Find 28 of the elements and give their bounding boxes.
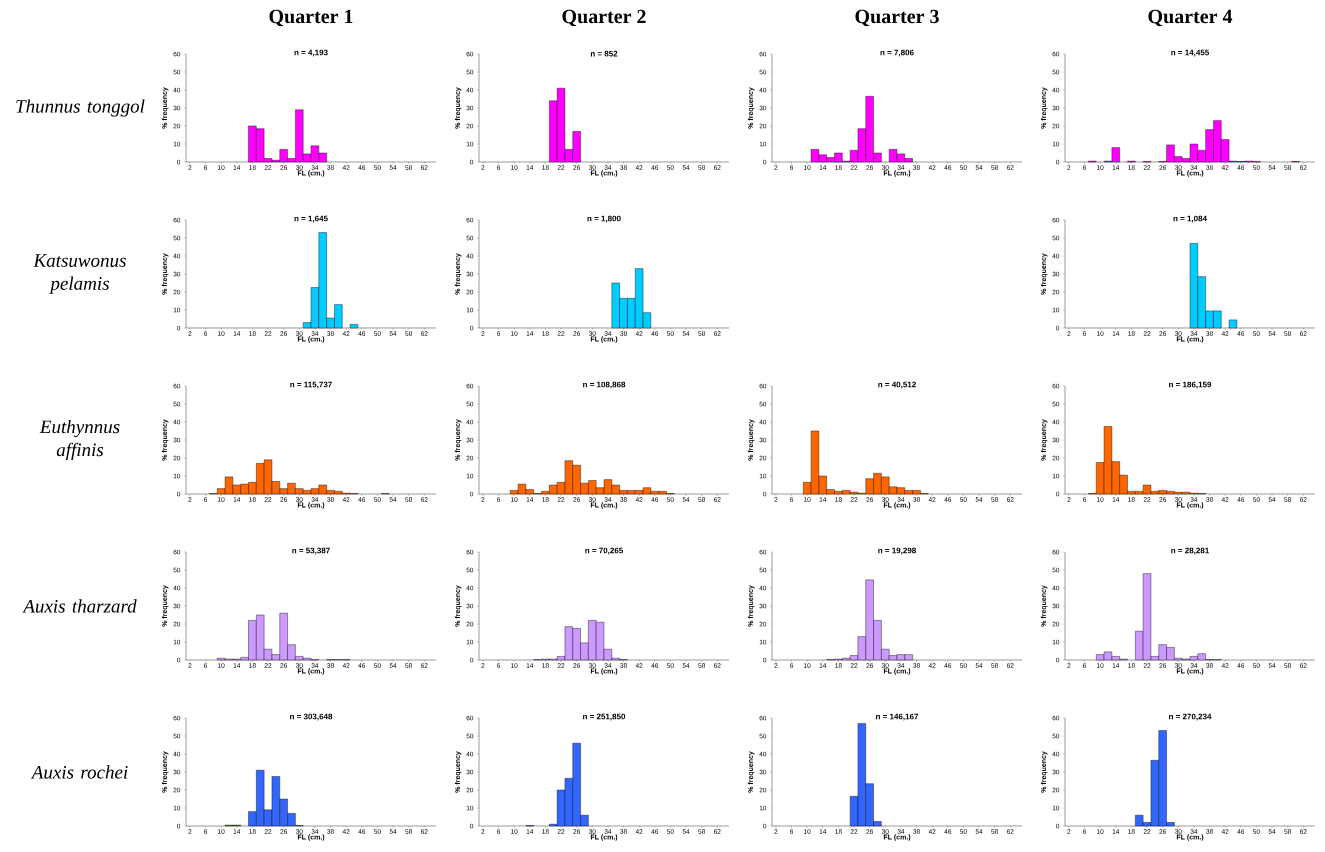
text: Quarter 3 (855, 9, 939, 27)
chart-title: n = 108,868 (583, 381, 626, 389)
chart-title: n = 270,234 (1169, 713, 1212, 721)
chart-title: n = 1,645 (294, 215, 328, 223)
chart-title: n = 852 (590, 50, 618, 57)
text: Auxis tharzard (22, 599, 137, 613)
chart-title: n = 303,648 (290, 713, 333, 721)
text: Auxis rochei (30, 765, 128, 779)
chart-title: n = 40,512 (878, 381, 916, 389)
chart-title: n = 146,167 (876, 713, 919, 721)
chart-title: n = 53,387 (292, 547, 330, 555)
text: Euthynnus affinis (39, 419, 120, 461)
chart-title: n = 70,265 (585, 547, 624, 555)
text: Quarter 4 (1148, 9, 1233, 27)
chart-title: n = 115,737 (290, 381, 332, 389)
text: Thunnus tonggol (16, 99, 145, 117)
chart-title: n = 1,800 (587, 215, 621, 223)
chart-title: n = 4,193 (294, 49, 328, 57)
chart-title: n = 14,455 (1171, 49, 1210, 57)
chart-title: n = 19,298 (878, 547, 916, 555)
text: Quarter 1 (269, 9, 353, 27)
chart-title: n = 251,850 (583, 713, 626, 721)
chart-title: n = 7,806 (880, 49, 914, 57)
chart-title: n = 28,281 (1171, 547, 1210, 555)
text: Quarter 2 (562, 9, 646, 27)
chart-title: n = 1,084 (1173, 215, 1207, 223)
text: Katsuwonus pelamis (33, 254, 126, 294)
chart-title: n = 186,159 (1169, 381, 1212, 389)
